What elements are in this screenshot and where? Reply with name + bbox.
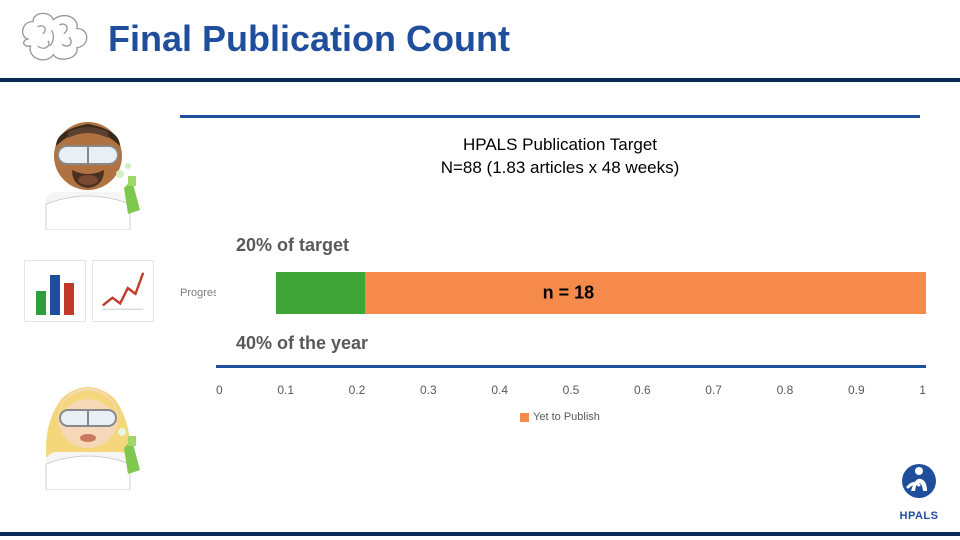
x-axis: 0 0.1 0.2 0.3 0.4 0.5 0.6 0.7 0.8 0.9 1: [216, 383, 926, 397]
bar-track: n = 18: [216, 272, 926, 314]
chart-top-rule: [180, 115, 920, 118]
x-tick: 0.6: [634, 383, 651, 397]
x-tick: 0.9: [848, 383, 865, 397]
title-underline: [0, 78, 960, 82]
x-tick: 0.7: [705, 383, 722, 397]
chart-title: HPALS Publication Target N=88 (1.83 arti…: [180, 134, 940, 180]
bar-segment: [276, 272, 365, 314]
hpals-logo: HPALS: [896, 461, 942, 522]
mini-line-chart-icon: [92, 260, 154, 322]
x-tick: 0.1: [277, 383, 294, 397]
bar-row: Progress n = 18: [180, 265, 940, 321]
brain-icon: [10, 4, 100, 74]
x-tick: 0: [216, 383, 223, 397]
x-tick: 0.8: [777, 383, 794, 397]
slide-root: Final Publication Count: [0, 0, 960, 540]
x-tick: 1: [919, 383, 926, 397]
legend-swatch: [520, 413, 529, 422]
footer-rule: [0, 532, 960, 536]
x-tick: 0.3: [420, 383, 437, 397]
x-tick: 0.4: [491, 383, 508, 397]
man-scientist-icon: [28, 110, 148, 230]
legend-label: Yet to Publish: [533, 411, 600, 423]
slide-title: Final Publication Count: [108, 18, 510, 60]
chart-title-line2: N=88 (1.83 articles x 48 weeks): [441, 158, 680, 177]
mini-chart-icon: [24, 260, 154, 322]
bar-segment: [365, 272, 926, 314]
x-tick: 0.5: [563, 383, 580, 397]
publication-progress-chart: HPALS Publication Target N=88 (1.83 arti…: [180, 115, 940, 455]
y-axis-label: Progress: [180, 287, 216, 299]
chart-legend: Yet to Publish: [180, 411, 940, 423]
x-tick: 0.2: [349, 383, 366, 397]
chart-bottom-rule: [216, 365, 926, 368]
woman-scientist-icon: [28, 370, 148, 495]
bar-segment: [216, 272, 276, 314]
mini-bar-chart-icon: [24, 260, 86, 322]
left-image-column: [28, 110, 168, 235]
chart-title-line1: HPALS Publication Target: [463, 135, 657, 154]
bar-center-label: n = 18: [543, 283, 595, 304]
title-bar: Final Publication Count: [0, 0, 960, 78]
logo-text: HPALS: [896, 510, 942, 522]
top-annotation: 20% of target: [236, 235, 349, 256]
bottom-annotation: 40% of the year: [236, 333, 368, 354]
